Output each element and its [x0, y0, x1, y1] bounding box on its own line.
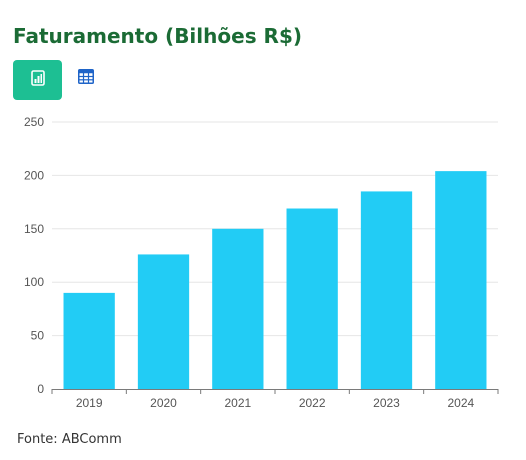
chart-title: Faturamento (Bilhões R$) — [13, 24, 303, 48]
x-axis — [51, 389, 499, 394]
x-axis-labels: 2019 2020 2021 2022 2023 2024 — [76, 396, 475, 410]
bar-2019[interactable] — [63, 292, 115, 389]
table-icon — [78, 69, 94, 89]
bar-2023[interactable] — [360, 191, 413, 389]
bar-2021[interactable] — [212, 228, 264, 389]
x-tick-label: 2019 — [76, 396, 103, 410]
y-tick-label: 0 — [37, 382, 44, 396]
x-tick-label: 2022 — [299, 396, 326, 410]
chart-icon — [30, 69, 45, 91]
bar-2024[interactable] — [435, 171, 487, 389]
y-axis-labels: 0 50 100 150 200 250 — [24, 115, 44, 396]
y-tick-label: 200 — [24, 168, 44, 182]
bar-chart: 0 50 100 150 200 250 2019 2020 2021 2022 2023 2024 — [24, 115, 499, 410]
source-note: Fonte: ABComm — [17, 432, 122, 447]
bar-2022[interactable] — [286, 208, 338, 389]
y-tick-label: 250 — [24, 115, 44, 129]
bars — [63, 171, 487, 389]
chart-view-button[interactable] — [13, 60, 62, 100]
table-view-button[interactable] — [73, 66, 99, 92]
x-tick-label: 2021 — [224, 396, 251, 410]
bar-2020[interactable] — [137, 254, 190, 389]
y-tick-label: 150 — [24, 222, 44, 236]
y-tick-label: 50 — [31, 329, 45, 343]
y-tick-label: 100 — [24, 275, 44, 289]
x-tick-label: 2020 — [150, 396, 177, 410]
x-tick-label: 2023 — [373, 396, 400, 410]
gridlines — [52, 121, 498, 337]
x-tick-label: 2024 — [447, 396, 474, 410]
